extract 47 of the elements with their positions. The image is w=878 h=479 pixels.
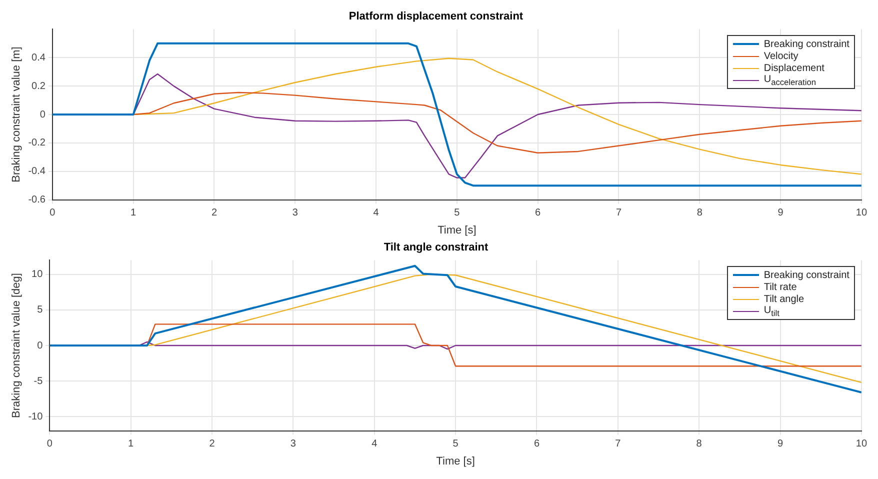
y-axis-title: Braking constraint value [m] xyxy=(10,46,23,182)
y-tick-label: -0.2 xyxy=(28,138,46,149)
x-tick-label: 0 xyxy=(50,208,56,219)
x-tick-label: 8 xyxy=(696,208,703,219)
legend-label: Displacement xyxy=(764,62,824,74)
legend-label: U$_{tilt}$ xyxy=(764,304,780,318)
y-tick-label: -0.6 xyxy=(28,194,46,206)
x-tick-label: 2 xyxy=(211,208,218,219)
y-axis-title: Braking constraint value [deg] xyxy=(10,273,23,418)
y-tick-label: -0.4 xyxy=(28,166,46,178)
x-tick-label: 3 xyxy=(290,438,296,450)
x-tick-label: 7 xyxy=(615,438,622,450)
chart-title: Tilt angle constraint xyxy=(384,242,488,254)
y-tick-label: 0 xyxy=(40,109,46,120)
x-tick-label: 5 xyxy=(454,208,460,219)
y-tick-label: 5 xyxy=(37,304,44,316)
x-tick-label: 4 xyxy=(373,208,380,219)
x-tick-label: 5 xyxy=(452,438,459,450)
y-tick-label: -10 xyxy=(28,411,44,422)
x-tick-label: 0 xyxy=(46,438,53,450)
x-tick-label: 10 xyxy=(856,208,868,219)
x-axis-title: Time [s] xyxy=(436,455,475,468)
y-tick-label: 10 xyxy=(32,269,44,280)
x-tick-label: 1 xyxy=(130,208,137,219)
x-axis-title: Time [s] xyxy=(438,224,476,236)
x-tick-label: 10 xyxy=(856,438,868,450)
y-tick-label: 0.4 xyxy=(32,52,46,64)
x-tick-label: 6 xyxy=(534,438,540,450)
chart-title: Platform displacement constraint xyxy=(348,10,524,23)
x-tick-label: 1 xyxy=(128,438,134,450)
legend-label: U$_{acceleration}$ xyxy=(764,74,816,87)
legend-label: Breaking constraint xyxy=(764,38,850,50)
legend-label: Velocity xyxy=(764,50,798,62)
x-tick-label: 7 xyxy=(616,208,622,219)
legend-label: Breaking constraint xyxy=(764,270,850,281)
x-tick-label: 9 xyxy=(778,208,784,219)
legend-label: Tilt rate xyxy=(764,282,797,293)
legend-label: Tilt angle xyxy=(764,294,804,305)
y-tick-label: -5 xyxy=(34,376,44,387)
x-tick-label: 9 xyxy=(777,438,784,450)
x-tick-label: 4 xyxy=(372,438,378,450)
y-tick-label: 0.2 xyxy=(32,80,46,92)
x-tick-label: 6 xyxy=(535,208,542,219)
x-tick-label: 3 xyxy=(292,208,298,219)
x-tick-label: 8 xyxy=(696,438,702,450)
y-tick-label: 0 xyxy=(37,340,44,352)
x-tick-label: 2 xyxy=(209,438,216,450)
